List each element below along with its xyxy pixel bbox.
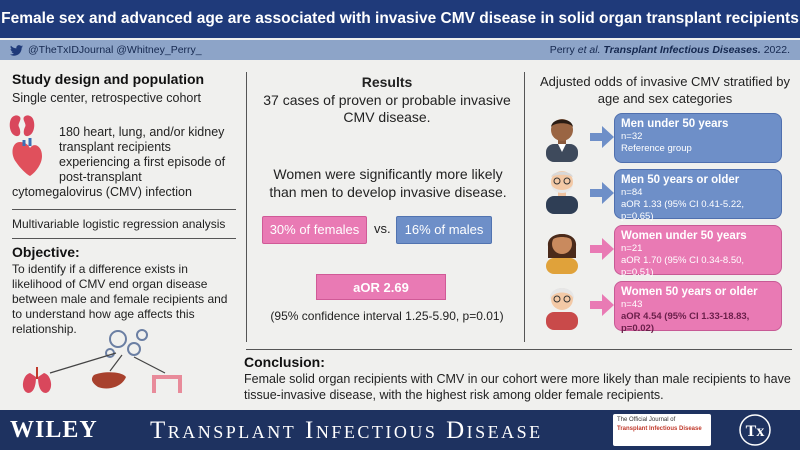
- patients-description: 180 heart, lung, and/or kidney transplan…: [59, 125, 226, 184]
- official-journal-badge: The Official Journal of Transplant Infec…: [613, 414, 711, 446]
- conclusion-divider: [246, 349, 792, 350]
- citation-journal: Transplant Infectious Diseases.: [603, 44, 761, 56]
- citation-author: Perry: [549, 44, 575, 56]
- page-title: Female sex and advanced age are associat…: [1, 10, 799, 27]
- right-divider: [524, 72, 525, 342]
- group-detail: aOR 1.33 (95% CI 0.41-5.22, p=0.65): [621, 199, 745, 222]
- citation-etal: et al.: [577, 44, 601, 56]
- group-detail: aOR 4.54 (95% CI 1.33-18.83, p=0.02): [621, 311, 750, 334]
- section-divider: [12, 209, 236, 210]
- vs-label: vs.: [374, 221, 391, 236]
- group-name: Men 50 years or older: [621, 174, 740, 186]
- arrow-right-icon: [590, 182, 614, 204]
- group-name: Women 50 years or older: [621, 286, 758, 298]
- social-handles: @TheTxIDJournal @Whitney_Perry_: [10, 44, 202, 56]
- twitter-icon: [10, 44, 23, 56]
- society-name: Transplant Infectious Disease: [617, 426, 702, 432]
- female-percentage-badge: 30% of females: [262, 216, 367, 244]
- left-divider: [246, 72, 247, 342]
- study-design-title: Study design and population: [12, 71, 205, 87]
- male-percentage-badge: 16% of males: [396, 216, 492, 244]
- group-n: n=43: [621, 299, 643, 310]
- study-design-subtitle: Single center, retrospective cohort: [12, 91, 201, 105]
- tx-network-logo-icon: Tx: [716, 412, 794, 448]
- tx-logo-text: Tx: [746, 423, 765, 440]
- young-woman-avatar-icon: [546, 234, 578, 274]
- stratified-title: Adjusted odds of invasive CMV stratified…: [540, 74, 791, 106]
- patients-description-cont: cytomegalovirus (CMV) infection: [12, 185, 192, 199]
- confidence-interval: (95% confidence interval 1.25-5.90, p=0.…: [270, 309, 504, 323]
- group-men-under-50: Men under 50 years n=32 Reference group: [614, 113, 782, 163]
- group-women-under-50: Women under 50 years n=21 aOR 1.70 (95% …: [614, 225, 782, 278]
- objective-text: To identify if a difference exists in li…: [12, 262, 228, 336]
- group-n: n=21: [621, 243, 643, 254]
- group-detail: aOR 1.70 (95% CI 0.34-8.50, p=0.51): [621, 255, 745, 278]
- arrow-right-icon: [590, 294, 614, 316]
- organs-icon: [9, 115, 42, 176]
- official-line: The Official Journal of: [617, 417, 676, 423]
- arrow-right-icon: [590, 238, 614, 260]
- older-man-avatar-icon: [546, 171, 578, 214]
- group-name: Women under 50 years: [621, 230, 747, 242]
- journal-name: Transplant Infectious Disease: [150, 417, 543, 444]
- intestines-icon: [152, 375, 182, 393]
- lungs-icon: [22, 367, 52, 393]
- section-divider-2: [12, 238, 236, 239]
- analysis-method: Multivariable logistic regression analys…: [12, 217, 226, 231]
- handles-text: @TheTxIDJournal @Whitney_Perry_: [28, 44, 202, 56]
- title-bar: Female sex and advanced age are associat…: [0, 0, 800, 38]
- group-women-50-plus: Women 50 years or older n=43 aOR 4.54 (9…: [614, 281, 782, 334]
- group-men-50-plus: Men 50 years or older n=84 aOR 1.33 (95%…: [614, 169, 782, 222]
- results-title: Results: [361, 74, 413, 90]
- organ-pathway-illustration: [22, 329, 182, 393]
- group-n: n=84: [621, 187, 643, 198]
- publisher-logo: WILEY: [10, 417, 98, 443]
- citation: Perry et al. Transplant Infectious Disea…: [550, 44, 790, 56]
- results-women-statement: Women were significantly more likely tha…: [269, 166, 507, 200]
- results-cases: 37 cases of proven or probable invasive …: [263, 92, 511, 125]
- young-man-avatar-icon: [546, 119, 578, 162]
- arrow-right-icon: [590, 126, 614, 148]
- group-detail: Reference group: [621, 143, 692, 154]
- credit-bar: @TheTxIDJournal @Whitney_Perry_ Perry et…: [0, 40, 800, 60]
- conclusion-title: Conclusion:: [244, 354, 325, 370]
- liver-icon: [91, 372, 126, 389]
- aor-badge: aOR 2.69: [316, 274, 446, 300]
- virus-icon: [105, 329, 148, 358]
- older-woman-avatar-icon: [546, 288, 578, 330]
- citation-year: 2022.: [763, 44, 790, 56]
- group-n: n=32: [621, 131, 643, 142]
- objective-title: Objective:: [12, 244, 80, 260]
- group-name: Men under 50 years: [621, 118, 729, 130]
- conclusion-text: Female solid organ recipients with CMV i…: [244, 372, 791, 402]
